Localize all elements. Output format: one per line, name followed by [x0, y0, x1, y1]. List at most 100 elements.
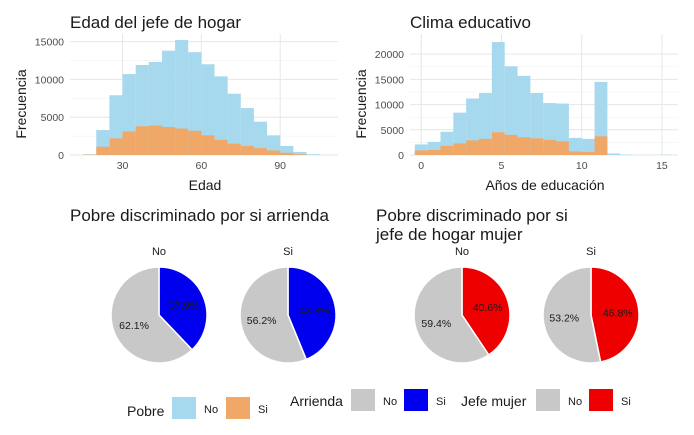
legend-jefe-mujer-no-label: No	[568, 396, 582, 408]
bar-pobre-si	[440, 145, 454, 155]
age-histogram-xticks: 30 60 90	[117, 160, 286, 172]
education-histogram-yticks: 0 5000 10000 15000 20000	[375, 49, 404, 162]
pie-slice-no	[110, 266, 194, 364]
rent-pie-charts: Pobre discriminado por si arrienda No Si…	[70, 206, 337, 364]
pie-slice-label: 59.4%	[421, 318, 451, 330]
female-head-pie-charts: Pobre discriminado por si jefe de hogar …	[375, 206, 640, 364]
pie-slice-no	[542, 266, 602, 364]
legend-pobre-si-label: Si	[258, 404, 268, 416]
bar-pobre-si	[161, 127, 176, 155]
bar-pobre-no	[240, 108, 254, 155]
pie-slice-si	[158, 266, 208, 351]
education-histogram-grid	[410, 34, 678, 156]
x-tick-label: 90	[274, 160, 286, 172]
bar-pobre-no	[253, 121, 268, 155]
education-histogram-title: Clima educativo	[410, 13, 531, 32]
age-histogram-title: Edad del jefe de hogar	[70, 13, 241, 32]
bar-pobre-si	[175, 128, 189, 155]
bar-pobre-si	[293, 154, 307, 155]
female-head-pie-title-line2: jefe de hogar mujer	[375, 225, 523, 244]
legend-arrienda-si-label: Si	[436, 396, 446, 408]
legend-pobre-no-swatch	[172, 397, 196, 419]
bar-pobre-no	[188, 52, 202, 155]
bar-pobre-si	[556, 141, 569, 155]
rent-pie-no: 37.9% 62.1%	[110, 266, 208, 364]
pie-slice-label: 46.8%	[603, 307, 633, 319]
rent-pie-facet-label: Si	[283, 246, 293, 258]
pie-slice-label: 40.6%	[473, 302, 503, 314]
bar-pobre-si	[201, 135, 215, 155]
bar-pobre-no	[293, 151, 307, 155]
legend-pobre-si-swatch	[226, 397, 250, 419]
age-histogram: Edad del jefe de hogar Frecuencia Edad 0…	[13, 13, 338, 193]
bar-pobre-si	[530, 138, 544, 155]
education-histogram: Clima educativo Frecuencia Años de educa…	[353, 13, 678, 193]
x-tick-label: 0	[418, 160, 424, 172]
y-tick-label: 10000	[375, 100, 404, 112]
pie-slice-label: 37.9%	[169, 300, 199, 312]
bar-pobre-si	[96, 146, 110, 155]
x-tick-label: 15	[656, 160, 668, 172]
bar-pobre-si	[122, 131, 136, 155]
legend-jefe-mujer-si-swatch	[589, 389, 613, 411]
rent-pie-si: 43.8% 56.2%	[239, 266, 337, 364]
legend-arrienda-title: Arrienda	[290, 393, 343, 409]
bar-pobre-si	[504, 134, 518, 155]
legend-arrienda-no-swatch	[351, 389, 375, 411]
age-histogram-yticks: 0 5000 10000 15000	[35, 37, 64, 162]
bar-pobre-no	[517, 75, 531, 155]
age-histogram-ylabel: Frecuencia	[13, 69, 29, 138]
legend-pobre: Pobre No Si	[127, 397, 268, 419]
bar-pobre-si	[148, 125, 162, 155]
y-tick-label: 0	[398, 150, 404, 162]
bar-pobre-si	[253, 148, 268, 155]
bar-pobre-si	[466, 140, 480, 155]
y-tick-label: 5000	[381, 125, 405, 137]
pie-slice-label: 53.2%	[549, 313, 579, 325]
bar-pobre-no	[607, 153, 621, 155]
legend-arrienda-no-label: No	[383, 396, 397, 408]
bar-pobre-si	[109, 138, 123, 155]
bar-pobre-no	[491, 42, 505, 155]
bar-pobre-si	[227, 143, 241, 155]
education-histogram-bars	[414, 42, 672, 155]
bar-pobre-si	[491, 132, 505, 155]
female-head-pie-facet-label: Si	[586, 246, 596, 258]
legend-pobre-no-label: No	[204, 404, 218, 416]
female-head-pie-title-line1: Pobre discriminado por si	[376, 206, 568, 225]
bar-pobre-no	[581, 138, 595, 155]
y-tick-label: 20000	[375, 49, 404, 61]
bar-pobre-no	[620, 154, 634, 155]
education-histogram-xlabel: Años de educación	[485, 177, 604, 193]
rent-pie-facet-label: No	[152, 246, 166, 258]
y-tick-label: 15000	[375, 74, 404, 86]
education-histogram-ylabel: Frecuencia	[353, 69, 369, 138]
y-tick-label: 10000	[35, 74, 64, 86]
y-tick-label: 0	[58, 150, 64, 162]
legend-pobre-title: Pobre	[127, 403, 165, 419]
legend-jefe-mujer-title: Jefe mujer	[461, 393, 527, 409]
legend-arrienda-si-swatch	[404, 389, 428, 411]
bar-pobre-no	[201, 64, 215, 155]
female-head-pie-facet-label: No	[455, 246, 469, 258]
legend-jefe-mujer-no-swatch	[536, 389, 560, 411]
x-tick-label: 5	[499, 160, 505, 172]
education-histogram-xticks: 0 5 10 15	[418, 160, 668, 172]
pie-slice-si	[461, 266, 511, 356]
bar-pobre-si	[594, 136, 608, 155]
legend-jefe-mujer: Jefe mujer No Si	[461, 389, 631, 411]
bar-pobre-no	[214, 76, 228, 155]
bar-pobre-si	[568, 151, 582, 155]
legend-jefe-mujer-si-label: Si	[621, 396, 631, 408]
bar-pobre-no	[280, 145, 294, 155]
bar-pobre-si	[135, 126, 149, 155]
bar-pobre-si	[267, 150, 281, 155]
y-tick-label: 5000	[41, 112, 65, 124]
x-tick-label: 60	[196, 160, 208, 172]
pie-slice-label: 62.1%	[119, 320, 149, 332]
pie-slice-si	[590, 266, 640, 363]
y-tick-label: 15000	[35, 37, 64, 49]
bar-pobre-si	[214, 139, 228, 155]
bar-pobre-si	[188, 130, 202, 155]
